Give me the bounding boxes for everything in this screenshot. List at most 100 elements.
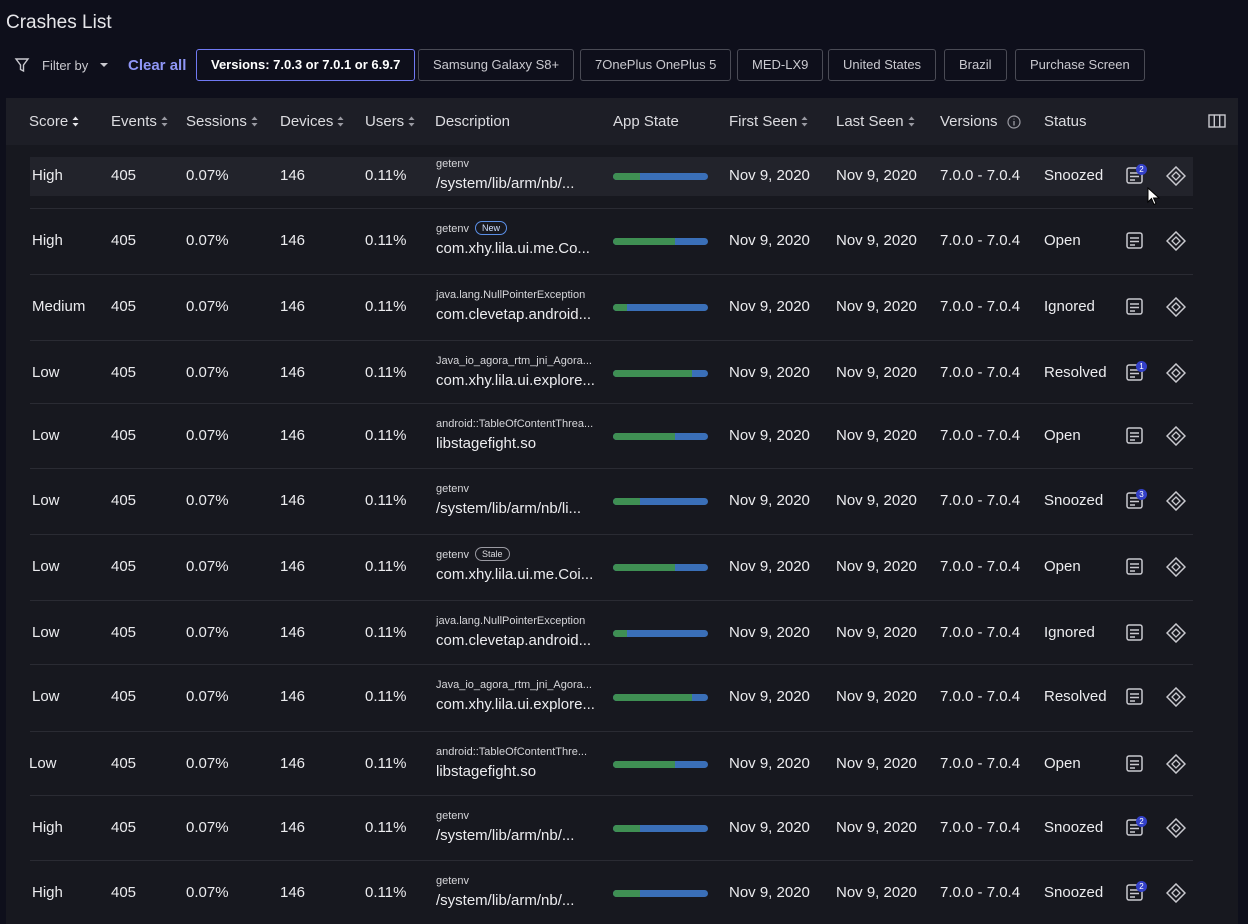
first-seen-cell: Nov 9, 2020: [729, 298, 810, 315]
status-badge: Stale: [475, 547, 510, 561]
description-top: getenv: [436, 810, 470, 822]
dropdown-caret[interactable]: [99, 62, 109, 68]
description-top: getenv: [436, 483, 470, 495]
info-icon[interactable]: [1006, 115, 1021, 129]
filter-chip[interactable]: United States: [828, 49, 937, 81]
row-divider: [30, 795, 1193, 796]
jira-button[interactable]: [1166, 231, 1186, 251]
description-top: java.lang.NullPointerException: [436, 615, 586, 627]
jira-button[interactable]: [1166, 687, 1186, 707]
filter-by[interactable]: Filter by: [42, 58, 89, 73]
sort-icon[interactable]: [251, 116, 258, 127]
notes-button[interactable]: [1126, 492, 1144, 510]
notes-button[interactable]: [1126, 624, 1144, 642]
status-cell: Open: [1044, 755, 1081, 772]
last-seen-cell: Nov 9, 2020: [836, 167, 917, 184]
devices-cell: 146: [280, 819, 306, 836]
score-cell: Low: [32, 558, 60, 575]
jira-button[interactable]: [1166, 623, 1186, 643]
table-header: [6, 98, 1238, 145]
filter-chip[interactable]: Purchase Screen: [1015, 49, 1145, 81]
sort-icon[interactable]: [72, 116, 79, 127]
jira-button[interactable]: [1166, 491, 1186, 511]
filter-chip[interactable]: Samsung Galaxy S8+: [418, 49, 575, 81]
sessions-cell: 0.07%: [186, 755, 229, 772]
status-badge: New: [475, 221, 508, 235]
users-cell: 0.11%: [365, 624, 407, 641]
score-cell: Low: [29, 755, 57, 772]
columns-toggle[interactable]: [1208, 114, 1226, 128]
row-divider: [30, 731, 1193, 732]
row-divider: [30, 208, 1193, 209]
column-header[interactable]: Sessions: [186, 113, 247, 130]
events-cell: 405: [111, 232, 137, 249]
description-top: Java_io_agora_rtm_jni_Agora...: [436, 679, 592, 691]
sort-icon[interactable]: [337, 116, 344, 127]
jira-button[interactable]: [1166, 297, 1186, 317]
jira-button[interactable]: [1166, 818, 1186, 838]
users-cell: 0.11%: [365, 298, 407, 315]
status-cell: Snoozed: [1044, 492, 1104, 509]
app-state-bar: [613, 694, 692, 701]
sessions-cell: 0.07%: [186, 492, 229, 509]
filter-chip[interactable]: Brazil: [944, 49, 1007, 81]
notes-button[interactable]: [1126, 558, 1144, 576]
versions-cell: 7.0.0 - 7.0.4: [940, 558, 1021, 575]
sessions-cell: 0.07%: [186, 167, 229, 184]
description-main: com.xhy.lila.ui.explore...: [436, 372, 595, 389]
description-main: com.xhy.lila.ui.me.Co...: [436, 240, 590, 257]
score-cell: Low: [32, 427, 60, 444]
jira-button[interactable]: [1166, 754, 1186, 774]
jira-button[interactable]: [1166, 426, 1186, 446]
column-header[interactable]: Last Seen: [836, 113, 904, 130]
notes-count: 2: [1136, 881, 1147, 892]
column-header[interactable]: Devices: [280, 113, 334, 130]
score-cell: High: [32, 884, 63, 901]
row-divider: [30, 340, 1193, 341]
sort-icon[interactable]: [408, 116, 415, 127]
sort-icon[interactable]: [161, 116, 168, 127]
filter-chip[interactable]: 7OnePlus OnePlus 5: [580, 49, 732, 81]
filter-icon[interactable]: [14, 57, 30, 73]
sessions-cell: 0.07%: [186, 624, 229, 641]
row-divider: [30, 860, 1193, 861]
column-header[interactable]: Events: [111, 113, 157, 130]
notes-button[interactable]: [1126, 755, 1144, 773]
last-seen-cell: Nov 9, 2020: [836, 755, 917, 772]
app-state-track: [613, 825, 708, 832]
notes-button[interactable]: [1126, 232, 1144, 250]
devices-cell: 146: [280, 167, 306, 184]
description-top: android::TableOfContentThre...: [436, 746, 588, 758]
app-state-bar: [613, 890, 640, 897]
jira-button[interactable]: [1166, 883, 1186, 903]
column-header[interactable]: Users: [365, 113, 405, 130]
versions-cell: 7.0.0 - 7.0.4: [940, 298, 1021, 315]
filter-chip[interactable]: MED-LX9: [737, 49, 824, 81]
description-top: android::TableOfContentThrea...: [436, 418, 594, 430]
notes-button[interactable]: [1126, 688, 1144, 706]
jira-button[interactable]: [1166, 363, 1186, 383]
users-cell: 0.11%: [365, 819, 407, 836]
status-cell: Resolved: [1044, 688, 1107, 705]
notes-button[interactable]: [1126, 427, 1144, 445]
app-state-bar: [613, 173, 640, 180]
notes-button[interactable]: [1126, 819, 1144, 837]
events-cell: 405: [111, 558, 137, 575]
versions-cell: 7.0.0 - 7.0.4: [940, 624, 1021, 641]
users-cell: 0.11%: [365, 755, 407, 772]
sessions-cell: 0.07%: [186, 364, 229, 381]
description-main: libstagefight.so: [436, 435, 537, 452]
clear-all[interactable]: Clear all: [128, 57, 187, 74]
column-header[interactable]: Score: [29, 113, 69, 130]
sort-icon[interactable]: [801, 116, 808, 127]
sort-icon[interactable]: [908, 116, 915, 127]
column-header: Status: [1044, 113, 1087, 130]
column-header: Versions: [940, 113, 998, 130]
app-state-bar: [613, 761, 675, 768]
jira-button[interactable]: [1166, 557, 1186, 577]
column-header: Description: [435, 113, 511, 130]
filter-chip[interactable]: Versions: 7.0.3 or 7.0.1 or 6.9.7: [196, 49, 416, 81]
notes-button[interactable]: [1126, 298, 1144, 316]
column-header[interactable]: First Seen: [729, 113, 798, 130]
jira-button[interactable]: [1166, 166, 1186, 186]
